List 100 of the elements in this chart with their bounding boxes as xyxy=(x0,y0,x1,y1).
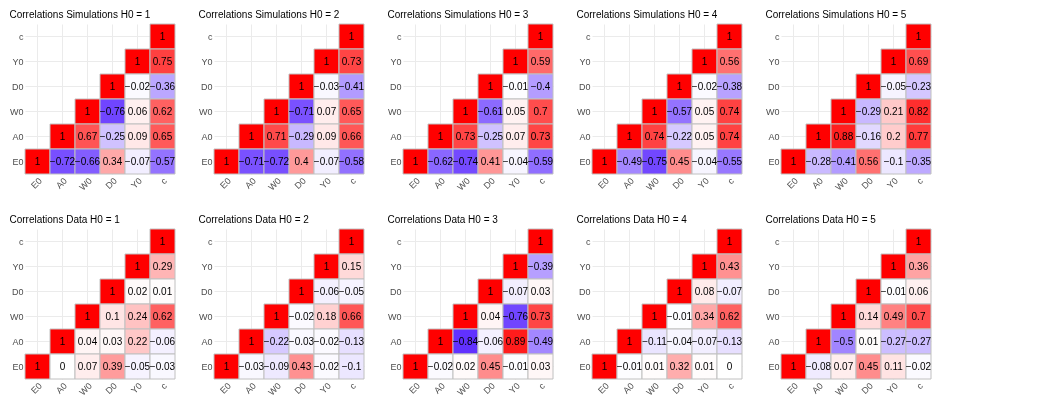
data-label: 1 xyxy=(223,360,230,372)
data-label: −0.61 xyxy=(477,105,504,117)
data-label: 1 xyxy=(601,155,608,167)
data-label: −0.1 xyxy=(341,360,362,372)
x-tick-label: W0 xyxy=(833,175,850,193)
data-label: 0.03 xyxy=(102,335,123,347)
y-tick-label: A0 xyxy=(390,336,402,347)
data-label: 0.07 xyxy=(833,360,854,372)
x-tick-label: A0 xyxy=(810,175,825,191)
y-tick-label: Y0 xyxy=(201,261,213,272)
x-tick-label: D0 xyxy=(481,380,497,397)
x-tick-label: E0 xyxy=(785,175,800,191)
data-label: −0.76 xyxy=(99,105,126,117)
data-label: 1 xyxy=(159,235,166,247)
data-label: −0.59 xyxy=(527,155,554,167)
data-label: −0.02 xyxy=(691,80,718,92)
data-label: −0.13 xyxy=(716,335,743,347)
data-label: 1 xyxy=(59,335,66,347)
y-tick-label: W0 xyxy=(766,106,780,117)
x-tick-label: D0 xyxy=(859,380,875,397)
x-tick-label: A0 xyxy=(54,175,69,191)
y-tick-label: W0 xyxy=(199,311,213,322)
y-tick-label: A0 xyxy=(12,336,24,347)
data-label: 1 xyxy=(537,30,544,42)
data-label: −0.49 xyxy=(527,335,554,347)
data-label: −0.29 xyxy=(288,130,315,142)
data-label: 1 xyxy=(412,360,419,372)
data-label: 1 xyxy=(323,55,330,67)
data-label: 0.69 xyxy=(908,55,929,67)
x-tick-label: c xyxy=(158,380,170,392)
data-label: 1 xyxy=(348,235,355,247)
data-label: −0.08 xyxy=(805,360,832,372)
data-label: −0.01 xyxy=(616,360,643,372)
x-tick-label: A0 xyxy=(432,380,447,396)
data-label: 1 xyxy=(462,310,469,322)
y-tick-label: W0 xyxy=(577,106,591,117)
y-tick-label: D0 xyxy=(578,286,591,297)
data-label: 0.07 xyxy=(505,130,526,142)
x-tick-label: Y0 xyxy=(696,380,711,396)
data-label: 0.15 xyxy=(341,260,362,272)
data-label: −0.71 xyxy=(288,105,315,117)
x-tick-label: Y0 xyxy=(129,380,144,396)
x-tick-label: E0 xyxy=(218,175,233,191)
data-label: −0.62 xyxy=(427,155,454,167)
data-label: 0.73 xyxy=(455,130,476,142)
data-label: 1 xyxy=(676,80,683,92)
data-label: 1 xyxy=(298,285,305,297)
data-label: 0.66 xyxy=(341,310,362,322)
y-tick-label: E0 xyxy=(579,361,591,372)
x-tick-label: D0 xyxy=(103,380,119,397)
data-label: 1 xyxy=(348,30,355,42)
data-label: 1 xyxy=(134,260,141,272)
data-label: −0.05 xyxy=(880,80,907,92)
data-label: −0.41 xyxy=(338,80,365,92)
y-tick-label: Y0 xyxy=(12,56,24,67)
data-label: −0.09 xyxy=(263,360,290,372)
y-tick-label: Y0 xyxy=(768,261,780,272)
data-label: −0.57 xyxy=(666,105,693,117)
data-label: −0.25 xyxy=(99,130,126,142)
x-tick-label: W0 xyxy=(644,175,661,193)
x-tick-label: W0 xyxy=(77,175,94,193)
chart-title: Correlations Simulations H0 = 3 xyxy=(387,8,529,20)
data-label: −0.29 xyxy=(855,105,882,117)
data-label: 0.49 xyxy=(883,310,904,322)
x-tick-label: A0 xyxy=(621,175,636,191)
x-tick-label: c xyxy=(347,380,359,392)
data-label: 1 xyxy=(84,105,91,117)
data-label: 0.34 xyxy=(694,310,715,322)
y-tick-label: Y0 xyxy=(201,56,213,67)
y-tick-label: W0 xyxy=(199,106,213,117)
chart-title: Correlations Simulations H0 = 1 xyxy=(9,8,151,20)
data-label: 0.62 xyxy=(719,310,740,322)
y-tick-label: Y0 xyxy=(390,261,402,272)
y-tick-label: D0 xyxy=(200,81,213,92)
y-tick-label: Y0 xyxy=(390,56,402,67)
y-tick-label: D0 xyxy=(578,81,591,92)
x-tick-label: D0 xyxy=(292,175,308,192)
y-tick-label: A0 xyxy=(201,336,213,347)
y-tick-label: E0 xyxy=(201,156,213,167)
data-label: −0.28 xyxy=(805,155,832,167)
data-label: 0.07 xyxy=(77,360,98,372)
data-label: −0.23 xyxy=(905,80,932,92)
data-label: −0.27 xyxy=(880,335,907,347)
chart-title: Correlations Data H0 = 4 xyxy=(576,213,688,225)
x-tick-label: Y0 xyxy=(507,175,522,191)
data-label: −0.75 xyxy=(641,155,668,167)
x-tick-label: D0 xyxy=(103,175,119,192)
data-label: 0.05 xyxy=(694,105,715,117)
data-label: −0.36 xyxy=(149,80,176,92)
data-label: 0.45 xyxy=(858,360,879,372)
data-label: 1 xyxy=(84,310,91,322)
y-tick-label: c xyxy=(208,31,213,42)
y-tick-label: E0 xyxy=(12,361,24,372)
y-tick-label: Y0 xyxy=(579,56,591,67)
x-tick-label: c xyxy=(536,175,548,187)
y-tick-label: E0 xyxy=(579,156,591,167)
data-label: 0.62 xyxy=(152,310,173,322)
chart-title: Correlations Data H0 = 1 xyxy=(9,213,121,225)
y-tick-label: W0 xyxy=(766,311,780,322)
data-label: −0.04 xyxy=(666,335,693,347)
